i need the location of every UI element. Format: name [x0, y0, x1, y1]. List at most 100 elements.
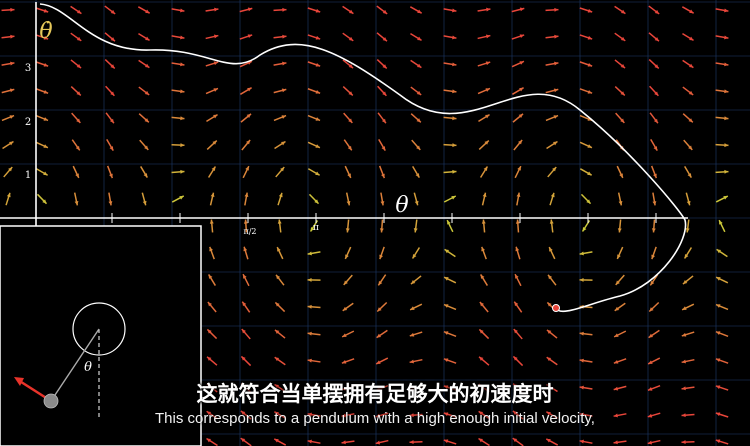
field-arrow: [616, 246, 624, 260]
field-arrow: [413, 219, 418, 233]
field-arrow: [35, 88, 49, 94]
field-arrow: [685, 192, 691, 206]
field-arrow: [683, 247, 693, 259]
field-arrow: [546, 411, 558, 419]
field-arrow: [137, 6, 151, 14]
field-arrow: [341, 440, 355, 445]
field-arrow: [105, 85, 115, 97]
field-arrow: [376, 32, 388, 42]
field-arrow: [104, 5, 116, 15]
inset-angle-label: θ: [84, 360, 92, 375]
field-arrow: [715, 276, 729, 284]
field-arrow: [241, 301, 251, 313]
field-arrow: [444, 248, 456, 258]
field-arrow: [209, 192, 215, 206]
field-arrow: [35, 7, 49, 13]
field-arrow: [342, 86, 354, 96]
x-axis-ticks: [111, 213, 657, 223]
field-arrow: [409, 386, 423, 391]
field-arrow: [579, 34, 593, 40]
field-arrow: [546, 329, 558, 339]
field-arrow: [511, 7, 525, 13]
field-arrow: [240, 113, 252, 123]
field-arrow: [206, 410, 218, 420]
field-arrow: [375, 357, 389, 365]
field-arrow: [273, 7, 287, 12]
field-arrow: [613, 440, 627, 445]
field-arrow: [409, 331, 423, 337]
field-arrow: [547, 166, 557, 178]
field-arrow: [446, 219, 454, 233]
field-arrow: [614, 5, 626, 15]
field-arrow: [545, 114, 559, 122]
field-arrow: [1, 61, 15, 66]
field-arrow: [647, 412, 661, 418]
field-arrow: [580, 193, 592, 205]
field-arrow: [513, 328, 523, 340]
field-arrow: [274, 411, 286, 419]
subtitle-chinese: 这就符合当单摆拥有足够大的初速度时: [196, 382, 554, 406]
field-arrow: [715, 195, 729, 203]
field-arrow: [616, 165, 624, 179]
field-arrow: [478, 356, 490, 366]
field-arrow: [715, 439, 729, 445]
field-arrow: [648, 58, 660, 70]
field-arrow: [409, 6, 423, 14]
field-arrow: [108, 192, 113, 206]
field-arrow: [70, 32, 82, 42]
field-arrow: [410, 275, 422, 285]
field-arrow: [682, 86, 694, 96]
field-arrow: [138, 113, 150, 123]
field-arrow: [341, 413, 355, 418]
field-arrow: [681, 386, 695, 391]
field-arrow: [682, 32, 694, 42]
field-arrow: [73, 192, 79, 206]
field-arrow: [35, 114, 49, 122]
field-arrow: [275, 166, 285, 178]
field-arrow: [206, 356, 218, 366]
field-arrow: [682, 59, 694, 69]
field-arrow: [411, 139, 421, 151]
field-arrow: [240, 410, 252, 420]
field-arrow: [140, 166, 148, 178]
field-arrow: [171, 143, 185, 148]
field-arrow: [681, 440, 695, 445]
field-arrow: [715, 62, 729, 67]
field-arrow: [243, 246, 249, 260]
field-arrow: [443, 303, 457, 311]
field-arrow: [205, 7, 219, 12]
field-arrow: [715, 143, 729, 148]
field-arrow: [647, 357, 661, 365]
field-arrow: [71, 139, 81, 151]
field-arrow: [718, 219, 726, 233]
field-arrow: [684, 166, 692, 178]
field-arrow: [138, 86, 150, 96]
field-arrow: [240, 437, 252, 446]
field-arrow: [343, 139, 353, 151]
field-arrow: [647, 384, 661, 392]
field-arrow: [307, 34, 321, 40]
field-arrow: [274, 329, 286, 339]
field-arrow: [380, 192, 385, 206]
field-arrow: [683, 139, 693, 151]
field-arrow: [617, 192, 623, 206]
field-arrow: [377, 274, 387, 286]
field-arrow: [413, 192, 419, 206]
pendulum-rod: [50, 328, 100, 402]
field-arrow: [240, 355, 252, 367]
field-arrow: [343, 274, 353, 286]
field-arrow: [514, 165, 522, 179]
field-arrow: [546, 356, 558, 366]
field-arrow: [205, 87, 219, 95]
field-arrow: [273, 114, 287, 122]
field-arrow: [715, 385, 729, 391]
field-arrow: [376, 301, 388, 313]
field-arrow: [410, 113, 422, 123]
field-arrow: [3, 166, 13, 178]
field-arrow: [513, 139, 523, 151]
field-arrow: [105, 112, 115, 124]
field-arrow: [648, 329, 660, 339]
field-arrow: [342, 5, 354, 15]
